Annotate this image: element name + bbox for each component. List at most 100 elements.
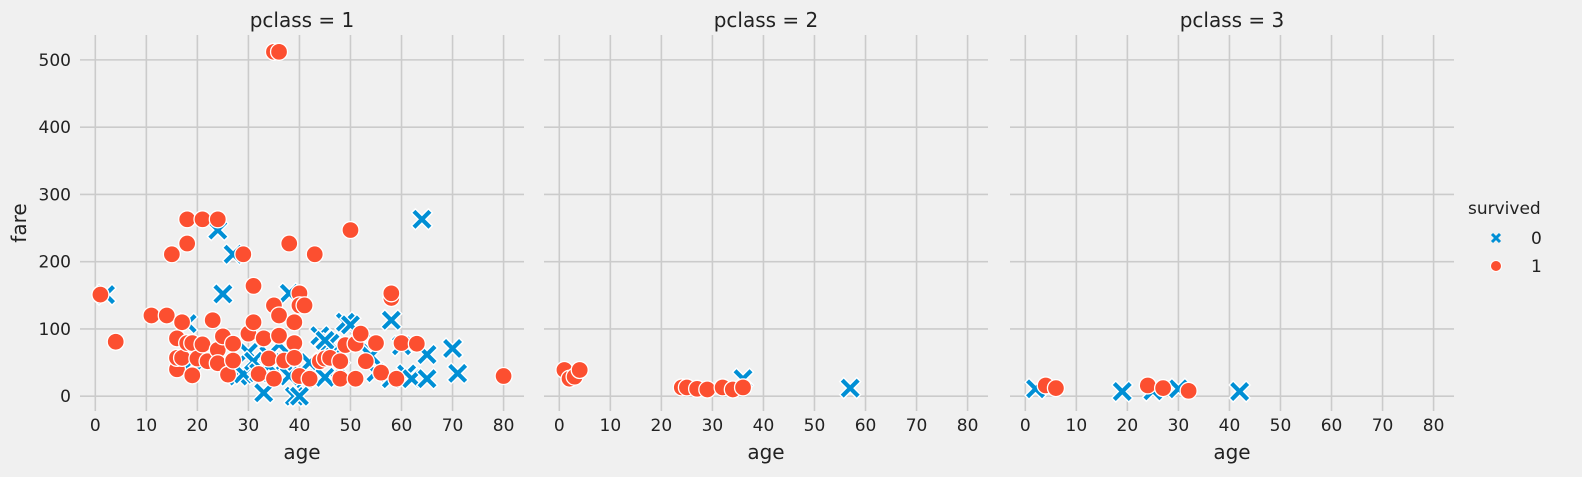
- legend: survived 0 1: [1468, 199, 1542, 277]
- x-tick-label: 60: [391, 416, 413, 436]
- data-point-circle: [193, 210, 212, 229]
- y-tick-label: 200: [39, 253, 71, 273]
- data-point-circle: [234, 245, 253, 264]
- x-tick-label: 20: [651, 416, 673, 436]
- data-point-circle: [157, 306, 176, 325]
- data-point-circle: [223, 351, 243, 370]
- data-point-circle: [366, 333, 386, 353]
- panel-title: pclass = 3: [1180, 8, 1285, 32]
- data-point-x: [446, 361, 470, 385]
- data-point-circle: [244, 276, 263, 296]
- data-point-circle: [285, 313, 304, 332]
- y-tick-label: 100: [39, 320, 71, 340]
- x-tick-label: 20: [1117, 416, 1139, 436]
- x-tick-label: 40: [753, 416, 775, 436]
- x-tick-label: 10: [1066, 416, 1088, 436]
- panel-title: pclass = 1: [250, 8, 355, 32]
- x-tick-label: 10: [136, 416, 158, 436]
- data-point-circle: [1046, 378, 1066, 398]
- data-point-x: [441, 336, 465, 360]
- x-tick-label: 30: [702, 416, 724, 436]
- data-point-x: [313, 328, 337, 352]
- data-point-circle: [346, 369, 365, 388]
- data-point-circle: [280, 234, 299, 253]
- data-point-x: [1024, 377, 1047, 401]
- data-point-circle: [1138, 376, 1157, 395]
- x-tick-label: 50: [804, 416, 826, 436]
- data-point-x: [415, 343, 439, 366]
- data-point-circle: [305, 245, 324, 264]
- x-tick-label: 50: [340, 416, 362, 436]
- data-point-circle: [341, 220, 360, 240]
- data-point-circle: [259, 349, 278, 368]
- data-point-x: [400, 367, 424, 391]
- data-point-circle: [106, 332, 125, 351]
- data-point-circle: [1179, 381, 1198, 400]
- data-point-x: [1228, 380, 1252, 403]
- data-point-circle: [570, 360, 589, 380]
- data-point-circle: [392, 333, 411, 353]
- data-point-circle: [249, 364, 268, 384]
- x-tick-label: 0: [554, 416, 565, 436]
- data-point-circle: [269, 326, 289, 345]
- x-tick-label: 60: [855, 416, 877, 436]
- data-point-circle: [331, 369, 350, 388]
- data-point-circle: [264, 369, 284, 388]
- x-tick-label: 40: [1219, 416, 1241, 436]
- data-point-circle: [162, 245, 182, 264]
- x-tick-label: 70: [906, 416, 928, 436]
- data-point-circle: [356, 352, 375, 371]
- data-point-circle: [300, 369, 319, 388]
- data-point-circle: [172, 313, 192, 332]
- data-point-circle: [407, 334, 426, 353]
- data-point-circle: [178, 210, 197, 229]
- data-point-x: [379, 308, 403, 332]
- data-point-x: [1110, 380, 1134, 403]
- data-point-circle: [193, 335, 212, 354]
- x-tick-label: 60: [1321, 416, 1343, 436]
- data-point-circle: [142, 306, 161, 325]
- data-point-circle: [183, 366, 202, 385]
- data-point-circle: [269, 42, 289, 61]
- data-point-circle: [698, 380, 717, 399]
- panel-3: 0 10 20 30 40 50 60 70 80 age pclass = 3: [1010, 8, 1454, 464]
- x-tick-label: 70: [442, 416, 464, 436]
- x-axis-title: age: [1213, 440, 1250, 464]
- x-axis-title: age: [283, 440, 320, 464]
- data-point-circle: [295, 296, 314, 315]
- legend-marker-x: [1490, 232, 1502, 244]
- legend-title: survived: [1468, 199, 1541, 219]
- x-tick-label: 80: [957, 416, 979, 436]
- data-point-circle: [371, 363, 391, 382]
- data-point-circle: [285, 348, 304, 368]
- x-tick-label: 30: [238, 416, 260, 436]
- data-point-x: [838, 376, 862, 400]
- x-tick-label: 40: [289, 416, 311, 436]
- x-tick-label: 50: [1270, 416, 1292, 436]
- data-point-x: [211, 282, 235, 306]
- x-tick-label: 30: [1168, 416, 1190, 436]
- y-axis-title: fare: [7, 203, 31, 242]
- data-point-circle: [203, 311, 222, 330]
- data-point-circle: [387, 369, 406, 388]
- legend-label: 1: [1531, 257, 1542, 277]
- x-tick-label: 0: [90, 416, 101, 436]
- x-tick-label: 10: [600, 416, 622, 436]
- data-point-x: [415, 367, 439, 391]
- data-point-circle: [331, 352, 350, 371]
- panel-1: 0 10 20 30 40 50 60 70 80 0 100 200 300 400 500 fare age…: [7, 8, 524, 464]
- panel-2: 0 10 20 30 40 50 60 70 80 age pclass = 2: [544, 8, 988, 464]
- x-tick-label: 70: [1372, 416, 1394, 436]
- x-tick-label: 0: [1020, 416, 1031, 436]
- data-point-x: [287, 384, 311, 408]
- data-point-circle: [269, 306, 289, 325]
- data-point-circle: [254, 329, 273, 348]
- data-point-x: [410, 207, 434, 231]
- data-point-circle: [91, 285, 110, 304]
- legend-marker-circle: [1490, 260, 1502, 272]
- legend-label: 0: [1531, 229, 1542, 249]
- y-tick-label: 300: [39, 185, 71, 205]
- data-point-circle: [494, 366, 513, 386]
- data-point-circle: [382, 284, 401, 303]
